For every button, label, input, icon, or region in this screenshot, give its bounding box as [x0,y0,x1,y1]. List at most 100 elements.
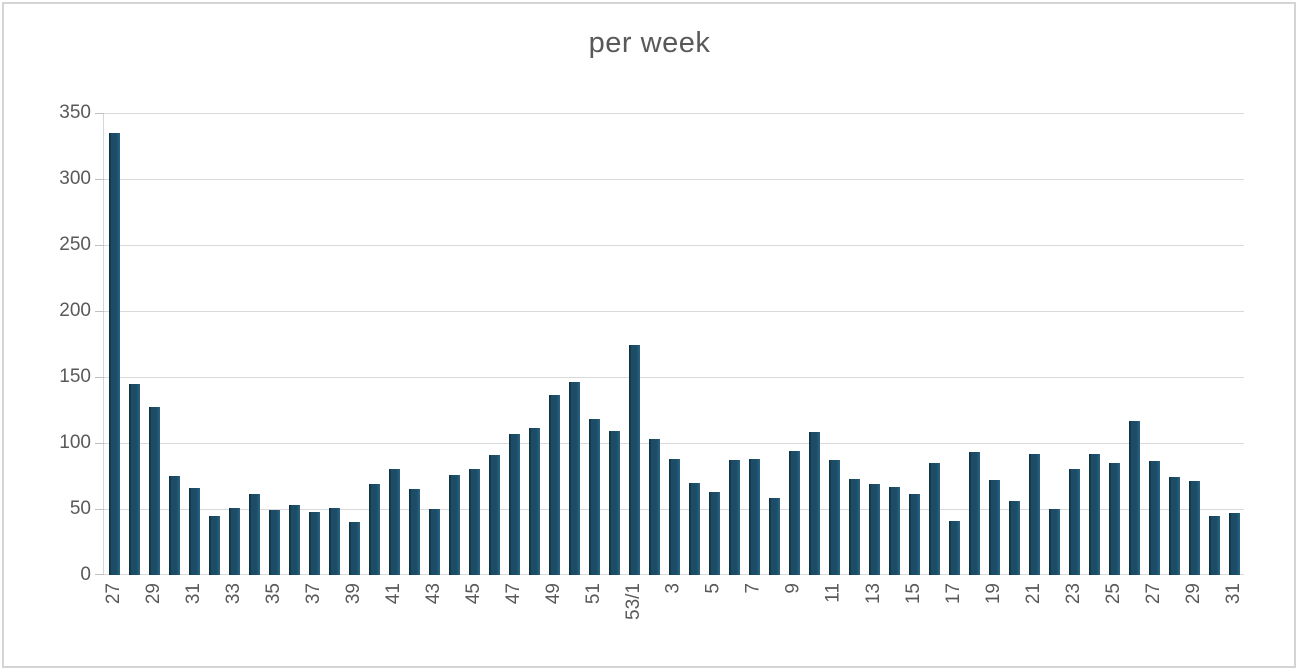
bar-slot [544,113,564,575]
x-tick-label: 31 [1223,583,1244,605]
bar [628,345,640,575]
x-tick-label: 49 [543,583,564,605]
bar-slot [504,113,524,575]
bar [288,505,300,575]
x-axis-labels: 27 29 31 33 35 37 39 41 43 45 47 49 51 53/1 3 5 7 9 11 13 15… [103,575,1244,665]
bar-slot [204,113,224,575]
bar-slot [584,113,604,575]
bar [408,489,420,575]
bar-slot [964,113,984,575]
x-tick-label: 35 [263,583,284,605]
bar [228,507,240,575]
bar-slot [244,113,264,575]
bar [428,509,440,575]
bar-slot [1104,113,1124,575]
bar [248,494,260,575]
gridline [104,377,1244,378]
bar-slot [724,113,744,575]
y-tick-mark [95,113,104,114]
bar-slot [384,113,404,575]
bar-slot [224,113,244,575]
x-tick-label: 11 [823,583,844,603]
x-tick-label: 15 [903,583,924,605]
bar [1108,462,1120,575]
bar [1208,515,1220,575]
y-tick-label: 0 [80,564,91,585]
bar [1148,461,1160,575]
bar [108,132,120,575]
bar [828,460,840,575]
bar-slot [1084,113,1104,575]
bar-slot [124,113,144,575]
y-tick-mark [95,311,104,312]
bar [268,510,280,575]
bar [508,433,520,575]
y-tick-mark [95,509,104,510]
bar-slot [284,113,304,575]
bar [568,382,580,575]
bar-slot [824,113,844,575]
bar [488,454,500,575]
bar [988,479,1000,575]
bar-slot [1184,113,1204,575]
y-tick-mark [95,574,104,575]
bar-slot [144,113,164,575]
bar [348,522,360,575]
bar-slot [264,113,284,575]
bar-slot [684,113,704,575]
bar [688,482,700,575]
y-tick-label: 350 [59,102,91,123]
x-tick-label: 53/1 [623,583,644,620]
y-tick-mark [95,245,104,246]
bar-slot [604,113,624,575]
bar-slot [1144,113,1164,575]
bar-slot [404,113,424,575]
x-tick-label: 19 [983,583,1004,605]
bar-slot [884,113,904,575]
bar [1008,501,1020,575]
x-tick-label: 27 [1143,583,1164,605]
gridline [104,113,1244,114]
bar-slot [344,113,364,575]
bar [1048,509,1060,575]
bar [848,478,860,575]
bar-slot [1204,113,1224,575]
x-tick-label: 39 [343,583,364,605]
bar-slot [984,113,1004,575]
bar-slot [924,113,944,575]
y-tick-label: 200 [59,300,91,321]
x-tick-label: 29 [143,583,164,605]
x-tick-label: 33 [223,583,244,605]
bar [528,428,540,575]
bar [1068,469,1080,575]
gridline [104,311,1244,312]
x-tick-label: 9 [783,583,804,594]
bar-slot [624,113,644,575]
y-tick-label: 250 [59,234,91,255]
bar [468,469,480,575]
x-tick-label: 7 [743,583,764,594]
bar [168,476,180,575]
bar [1028,453,1040,575]
bar [968,452,980,575]
bar-slot [304,113,324,575]
bar-slot [524,113,544,575]
bar [328,507,340,575]
bar [308,511,320,575]
bar [208,515,220,575]
bar-slot [184,113,204,575]
bar-slot [464,113,484,575]
bar-slot [1224,113,1244,575]
x-tick-label: 29 [1183,583,1204,605]
bar-slot [1064,113,1084,575]
bar [388,469,400,575]
y-tick-label: 50 [69,498,91,519]
y-tick-mark [95,443,104,444]
x-tick-label: 43 [423,583,444,605]
bar-slot [1164,113,1184,575]
bar-slot [664,113,684,575]
gridline [104,245,1244,246]
bar [148,407,160,575]
bar-slot [444,113,464,575]
bar [708,491,720,575]
